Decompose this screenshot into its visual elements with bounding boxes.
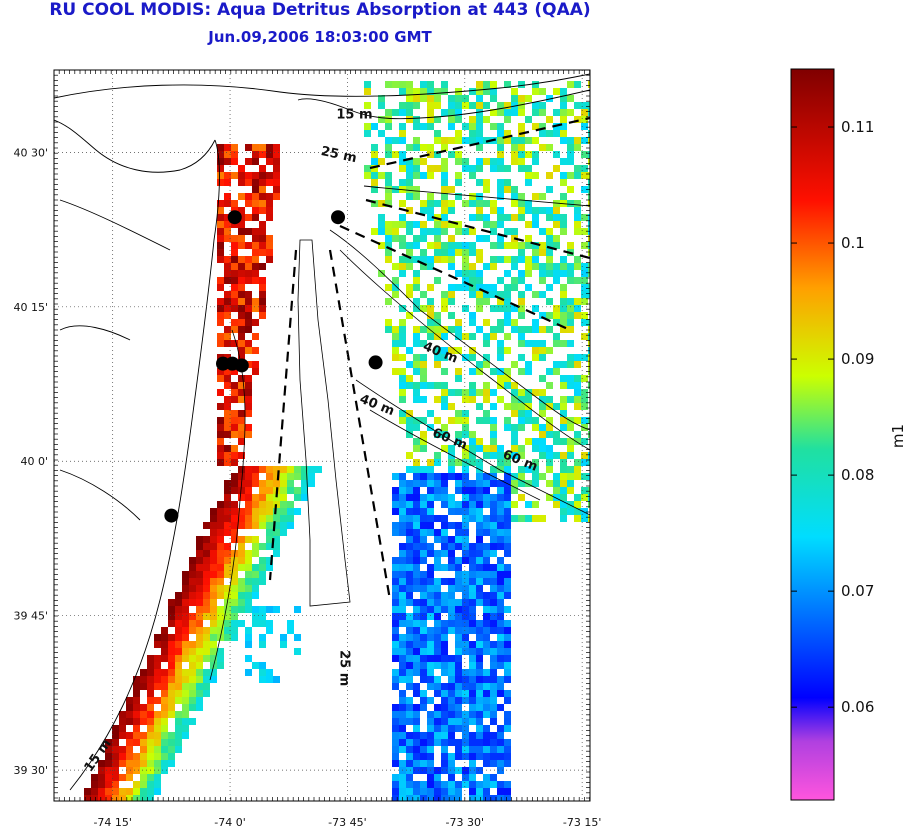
lon-tick-label: -74 15': [93, 816, 131, 829]
colorbar-tick-label: 0.09: [841, 350, 874, 368]
colorbar-ticks: 0.06 0.07 0.08 0.09 0.1 0.11: [791, 118, 874, 716]
station-markers: [164, 210, 383, 523]
lon-tick-label: -74 0': [214, 816, 246, 829]
lat-tick-label: 39 30': [13, 764, 48, 777]
colorbar-tick-label: 0.06: [841, 698, 874, 716]
lon-tick-label: -73 15': [563, 816, 601, 829]
lat-lon-grid: [54, 70, 590, 801]
lat-tick-label: 40 0': [20, 455, 48, 468]
colorbar-tick-label: 0.07: [841, 582, 874, 600]
contour-label: 15 m: [336, 107, 372, 122]
station-marker: [368, 355, 383, 370]
colorbar-label: m1: [889, 424, 907, 448]
map-subtitle: Jun.09,2006 18:03:00 GMT: [208, 28, 432, 46]
lon-tick-label: -73 45': [328, 816, 366, 829]
lat-tick-label: 39 45': [13, 610, 48, 623]
lon-tick-label: -73 30': [446, 816, 484, 829]
station-marker: [331, 210, 346, 225]
contour-label: 25 m: [336, 650, 351, 686]
lat-tick-label: 40 30': [13, 146, 48, 159]
station-marker: [227, 210, 242, 225]
station-marker: [164, 508, 179, 523]
colorbar-tick-label: 0.11: [841, 118, 874, 136]
station-marker: [234, 358, 249, 373]
contour-label: 25 m: [320, 144, 359, 166]
longitude-tick-labels: -74 15' -74 0' -73 45' -73 30' -73 15': [93, 816, 601, 829]
latitude-tick-labels: 40 30' 40 15' 40 0' 39 45' 39 30': [13, 146, 48, 777]
colorbar-tick-label: 0.1: [841, 234, 865, 252]
colorbar: [791, 69, 834, 800]
colorbar-tick-label: 0.08: [841, 466, 874, 484]
lat-tick-label: 40 15': [13, 301, 48, 314]
map-frame: [53, 69, 591, 802]
survey-transects: [268, 116, 590, 601]
colorbar-frame: [790, 68, 835, 801]
axis-minor-ticks: [53, 69, 590, 801]
coastline: [54, 73, 590, 791]
bathymetry-contours: [209, 229, 590, 681]
map-title: RU COOL MODIS: Aqua Detritus Absorption …: [49, 0, 591, 20]
